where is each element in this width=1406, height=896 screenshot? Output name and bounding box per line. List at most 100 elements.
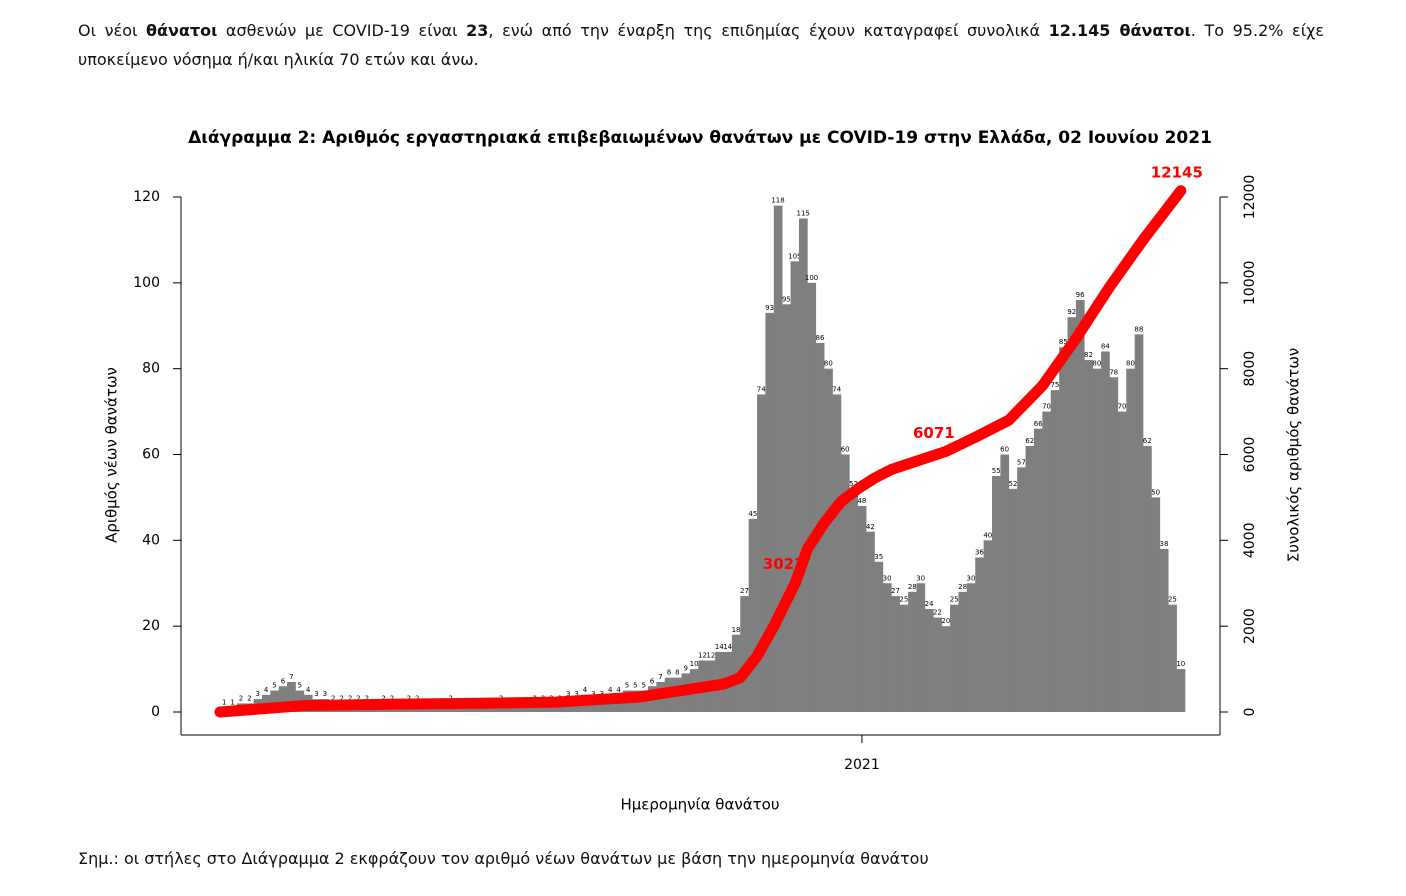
bar (513, 707, 523, 712)
y2-tick-label: 6000 (1242, 437, 1258, 473)
bar-label: 25 (899, 596, 908, 604)
chart-title: Διάγραμμα 2: Αριθμός εργαστηριακά επιβεβ… (188, 128, 1212, 148)
bar-label: 118 (771, 197, 784, 205)
bar (882, 583, 892, 712)
bar-label: 28 (908, 583, 917, 591)
bar-label: 20 (941, 617, 950, 625)
bar (748, 518, 758, 712)
bar (1025, 445, 1035, 712)
y2-axis-label: Συνολικός αριθμός θανάτων (1285, 348, 1303, 563)
bar-label: 3 (591, 690, 595, 698)
bar-label: 62 (1143, 437, 1152, 445)
bar (790, 261, 800, 712)
bar (597, 699, 607, 712)
bar-label: 4 (583, 686, 588, 694)
bar-label: 28 (958, 583, 967, 591)
bar (1092, 368, 1102, 712)
bar (1151, 497, 1161, 712)
text: θάνατοι (146, 21, 218, 40)
bar-label: 18 (732, 626, 741, 634)
bar-label: 2 (239, 694, 243, 702)
bar-label: 86 (816, 334, 825, 342)
bar-label: 80 (1092, 360, 1101, 368)
bar (866, 531, 875, 712)
bar (270, 690, 280, 712)
bar (899, 604, 909, 712)
y2-tick-label: 10000 (1242, 261, 1258, 306)
bar-label: 38 (1160, 540, 1169, 548)
bar-label: 60 (1000, 446, 1009, 454)
bar-label: 25 (950, 596, 959, 604)
bar (396, 707, 405, 712)
bar-label: 42 (866, 523, 875, 531)
bar-label: 52 (849, 480, 858, 488)
y2-tick-label: 4000 (1242, 523, 1258, 559)
bar-label: 2 (407, 694, 411, 702)
bar-label: 7 (289, 673, 293, 681)
bar (874, 561, 884, 712)
bar-label: 88 (1134, 325, 1143, 333)
bar (1134, 334, 1144, 712)
bar (992, 475, 1001, 712)
bar (1033, 428, 1043, 712)
bar (1143, 445, 1152, 712)
bar (891, 596, 900, 712)
bar (958, 591, 968, 712)
bar-label: 92 (1067, 308, 1076, 316)
bar-label: 50 (1151, 488, 1160, 496)
cumulative-line (214, 185, 1187, 718)
bar-label: 82 (1084, 351, 1093, 359)
bar (1059, 347, 1068, 712)
bar-label: 96 (1076, 291, 1085, 299)
bar (555, 703, 565, 712)
bar-label: 3 (566, 690, 570, 698)
bar-label: 70 (1118, 403, 1127, 411)
bar (773, 205, 783, 713)
bar-label: 5 (625, 682, 629, 690)
bar-label: 66 (1034, 420, 1043, 428)
x-axis-label: Ημερομηνία θανάτου (620, 796, 779, 814)
text: 23 (466, 21, 489, 40)
bar (1042, 411, 1052, 712)
text: . Το 95.2% είχε υποκείμενο νόσημα ή/και … (78, 21, 1324, 69)
bar-label: 5 (642, 682, 646, 690)
bar (857, 506, 867, 712)
y2-tick-label: 8000 (1242, 351, 1258, 387)
bar-label: 5 (633, 682, 637, 690)
bar-label: 9 (683, 664, 687, 672)
bar-label: 30 (883, 574, 892, 582)
bar-label: 70 (1042, 403, 1051, 411)
bar (1067, 317, 1077, 712)
bar (1017, 467, 1026, 712)
bar-label: 8 (667, 669, 671, 677)
intro-text: Οι νέοι θάνατοι ασθενών με COVID-19 είνα… (78, 16, 1324, 74)
bar (471, 707, 481, 712)
cumulative-label: 6071 (913, 424, 955, 442)
bar-label: 57 (1017, 458, 1026, 466)
bar-label: 74 (757, 385, 766, 393)
bar (924, 609, 934, 712)
bar (1176, 669, 1186, 712)
cumulative-label: 3023 (763, 555, 805, 573)
x-tick-label: 2021 (844, 757, 880, 773)
y-tick-label: 0 (151, 704, 160, 720)
bar (1075, 300, 1085, 712)
bar (505, 707, 514, 712)
bar-label: 25 (1168, 596, 1177, 604)
bar-label: 2 (348, 694, 352, 702)
bar-label: 2 (415, 694, 419, 702)
bar-label: 27 (740, 587, 749, 595)
bar-label: 10 (690, 660, 699, 668)
bar (1101, 351, 1110, 712)
bar-label: 105 (788, 252, 801, 260)
bar-label: 2 (356, 694, 360, 702)
y2-tick-label: 2000 (1242, 608, 1258, 644)
bar-label: 60 (841, 446, 850, 454)
bar (975, 557, 984, 712)
bar (454, 707, 464, 712)
bar-label: 78 (1109, 368, 1118, 376)
bar-label: 1 (222, 699, 226, 707)
bar-label: 1 (230, 699, 234, 707)
bar (983, 540, 993, 712)
